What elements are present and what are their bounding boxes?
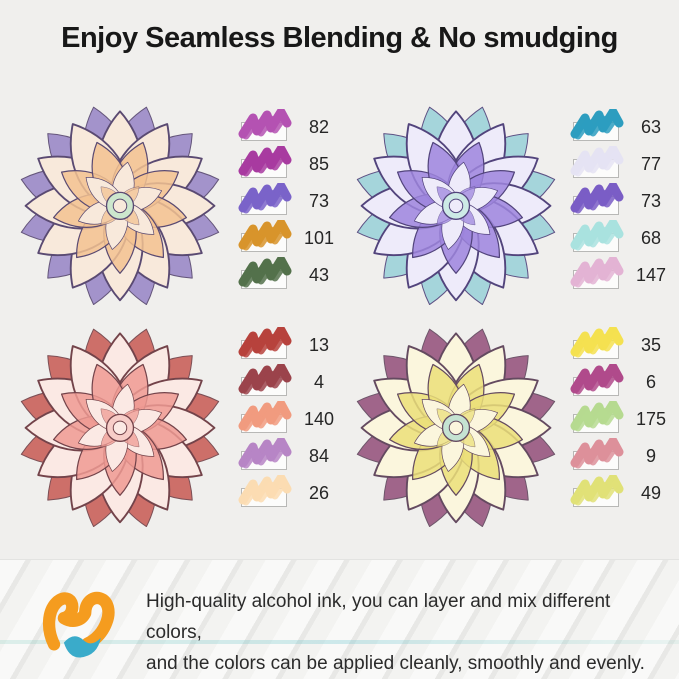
marker-color-number: 35 <box>640 335 662 355</box>
marker-scribble-icon <box>238 401 292 432</box>
marker-scribble-icon <box>570 257 624 288</box>
color-swatch-row: 77 <box>570 146 677 184</box>
marker-color-number: 49 <box>640 483 662 503</box>
color-swatch-row: 73 <box>238 183 345 221</box>
flower-art-purple <box>338 96 574 308</box>
page-title: Enjoy Seamless Blending & No smudging <box>61 22 618 54</box>
marker-scribble-icon <box>238 327 292 358</box>
marker-scribble-icon <box>570 438 624 469</box>
marker-color-number: 73 <box>308 191 330 211</box>
color-swatch-row: 147 <box>570 257 677 295</box>
color-swatch-row: 101 <box>238 220 345 258</box>
color-swatch-row: 6 <box>570 364 677 402</box>
marker-scribble-icon <box>570 220 624 251</box>
footer-description: High-quality alcohol ink, you can layer … <box>146 586 666 679</box>
marker-color-number: 13 <box>308 335 330 355</box>
marker-color-number: 4 <box>313 372 324 392</box>
marker-color-number: 147 <box>635 265 667 285</box>
marker-color-number: 85 <box>308 154 330 174</box>
color-swatch-row: 175 <box>570 401 677 439</box>
color-swatch-row: 49 <box>570 475 677 513</box>
marker-color-number: 140 <box>303 409 335 429</box>
marker-color-number: 6 <box>645 372 656 392</box>
marker-scribble-icon <box>238 364 292 395</box>
marker-scribble-icon <box>570 327 624 358</box>
swatch-list-purple: 63 77 73 68 147 <box>570 109 677 295</box>
color-swatch-row: 84 <box>238 438 345 476</box>
color-swatch-row: 26 <box>238 475 345 513</box>
marker-scribble-icon <box>570 183 624 214</box>
color-swatch-row: 82 <box>238 109 345 147</box>
succulent-illustration <box>350 100 562 308</box>
color-swatch-row: 43 <box>238 257 345 295</box>
marker-scribble-icon <box>238 109 292 140</box>
footer-line-1: High-quality alcohol ink, you can layer … <box>146 591 611 643</box>
color-swatch-row: 35 <box>570 327 677 365</box>
marker-color-number: 84 <box>308 446 330 466</box>
marker-color-number: 9 <box>645 446 656 466</box>
flower-art-red <box>2 318 238 530</box>
succulent-illustration <box>14 322 226 530</box>
color-swatch-row: 63 <box>570 109 677 147</box>
marker-scribble-icon <box>570 146 624 177</box>
flower-art-peach <box>2 96 238 308</box>
marker-color-number: 43 <box>308 265 330 285</box>
marker-scribble-icon <box>570 109 624 140</box>
flower-art-yellow <box>338 318 574 530</box>
marker-scribble-icon <box>238 220 292 251</box>
color-swatch-row: 68 <box>570 220 677 258</box>
marker-scribble-icon <box>238 438 292 469</box>
memoffice-logo <box>42 591 115 658</box>
marker-scribble-icon <box>570 401 624 432</box>
succulent-illustration <box>350 322 562 530</box>
marker-color-number: 77 <box>640 154 662 174</box>
marker-color-number: 175 <box>635 409 667 429</box>
footer-line-2: and the colors can be applied cleanly, s… <box>146 653 645 674</box>
swatch-list-yellow: 35 6 175 9 49 <box>570 327 677 513</box>
marker-scribble-icon <box>238 257 292 288</box>
marker-scribble-icon <box>238 475 292 506</box>
marker-scribble-icon <box>570 364 624 395</box>
color-swatch-row: 9 <box>570 438 677 476</box>
marker-color-number: 63 <box>640 117 662 137</box>
swatch-list-red: 13 4 140 84 26 <box>238 327 345 513</box>
color-swatch-row: 85 <box>238 146 345 184</box>
marker-color-number: 73 <box>640 191 662 211</box>
swatch-list-peach: 82 85 73 101 43 <box>238 109 345 295</box>
color-swatch-row: 13 <box>238 327 345 365</box>
color-swatch-row: 140 <box>238 401 345 439</box>
succulent-illustration <box>14 100 226 308</box>
marker-scribble-icon <box>238 146 292 177</box>
marker-color-number: 82 <box>308 117 330 137</box>
marker-scribble-icon <box>570 475 624 506</box>
marker-scribble-icon <box>238 183 292 214</box>
color-swatch-row: 73 <box>570 183 677 221</box>
color-swatch-row: 4 <box>238 364 345 402</box>
marker-color-number: 68 <box>640 228 662 248</box>
marker-color-number: 26 <box>308 483 330 503</box>
marker-color-number: 101 <box>303 228 335 248</box>
